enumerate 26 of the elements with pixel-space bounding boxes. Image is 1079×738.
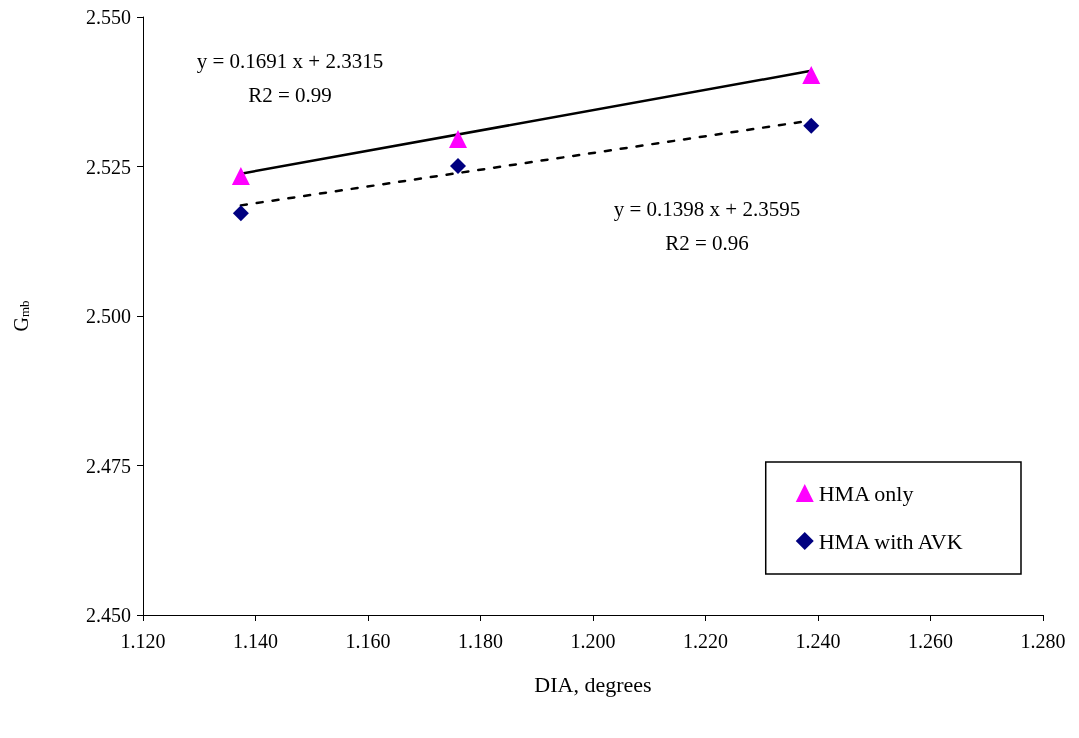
x-tick-label: 1.120 <box>120 630 166 652</box>
x-tick-label: 1.280 <box>1020 630 1066 652</box>
y-tick-label: 2.450 <box>86 604 131 626</box>
annotation: y = 0.1691 x + 2.3315 R2 = 0.99 <box>196 49 384 107</box>
x-tick-label: 1.200 <box>570 630 616 652</box>
x-tick-label: 1.220 <box>683 630 728 652</box>
legend-label: HMA only <box>818 480 914 506</box>
y-tick-label: 2.550 <box>86 6 131 28</box>
legend-label: HMA with AVK <box>818 528 963 554</box>
point <box>802 66 821 85</box>
x-tick-label: 1.160 <box>345 630 391 652</box>
point <box>231 167 250 186</box>
y-tick-label: 2.475 <box>86 454 131 477</box>
x-tick-label: 1.240 <box>795 630 841 652</box>
x-tick-label: 1.140 <box>233 630 278 652</box>
x-tick-label: 1.260 <box>908 630 953 652</box>
x-tick-label: 1.180 <box>458 630 503 652</box>
point <box>449 129 467 148</box>
y-tick-label: 2.500 <box>86 305 131 327</box>
point <box>232 205 249 222</box>
y-axis-title: Gmb <box>9 300 32 332</box>
y-tick-label: 2.525 <box>86 155 131 178</box>
x-axis-title: DIA, degrees <box>534 671 652 697</box>
point <box>803 117 820 134</box>
annotation: y = 0.1398 x + 2.3595 R2 = 0.96 <box>613 197 801 255</box>
point <box>450 157 466 174</box>
